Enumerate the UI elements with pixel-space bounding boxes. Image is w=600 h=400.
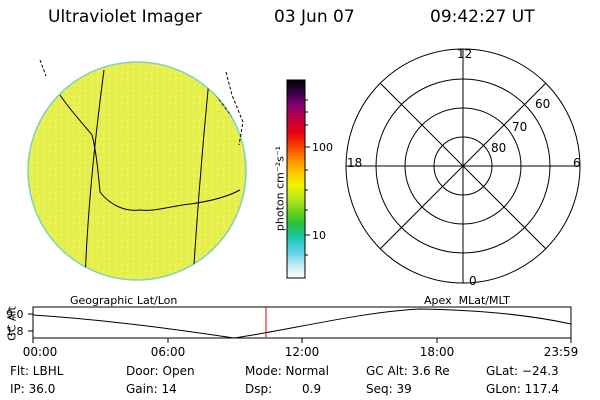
dsp-value: 0.9 — [302, 382, 322, 396]
instrument-title: Ultraviolet Imager — [48, 7, 202, 27]
seq-field: Seq: 39 — [366, 382, 412, 396]
polar-label-18: 18 — [347, 156, 363, 170]
image-panel-label: Geographic Lat/Lon — [70, 294, 178, 307]
coastline — [59, 94, 241, 211]
ip-field: IP: 36.0 — [10, 382, 56, 396]
colorbar-bar — [286, 79, 306, 279]
polar-label-6: 6 — [573, 156, 581, 170]
xtick-label-4: 23:59 — [543, 345, 579, 359]
altitude-curve — [32, 308, 572, 339]
polar-label-0: 0 — [469, 274, 477, 288]
xtick-label-1: 06:00 — [150, 345, 186, 359]
polar-grid — [345, 48, 581, 284]
date-label: 03 Jun 07 — [274, 7, 355, 27]
disk-speckle — [28, 62, 246, 280]
door-field: Door: Open — [126, 364, 195, 378]
polar-label-12: 12 — [457, 47, 473, 61]
earth-disk-image — [27, 59, 247, 281]
polar-diagonal-2 — [379, 82, 547, 250]
outside-contour-right — [225, 71, 244, 146]
gain-field: Gain: 14 — [126, 382, 177, 396]
polar-label-80: 80 — [491, 141, 507, 155]
meridian-line-left — [84, 69, 105, 280]
polar-panel-label: Apex MLat/MLT — [424, 294, 510, 307]
meridian-line-right — [192, 69, 211, 280]
glon-field: GLon: 117.4 — [486, 382, 559, 396]
colorbar-unit-label: photon cm⁻²s⁻¹ — [273, 145, 287, 232]
colorbar — [286, 79, 310, 279]
altitude-plot — [28, 306, 572, 343]
polar-label-70: 70 — [512, 120, 528, 134]
time-label: 09:42:27 UT — [430, 7, 535, 27]
colorbar-label-100: 100 — [312, 141, 333, 154]
xtick-label-0: 00:00 — [22, 345, 58, 359]
altitude-ytick-top: 9.0 — [6, 308, 24, 321]
filter-field: Flt: LBHL — [10, 364, 64, 378]
mode-field: Mode: Normal — [245, 364, 329, 378]
glat-field: GLat: −24.3 — [486, 364, 559, 378]
polar-label-60: 60 — [535, 97, 551, 111]
altitude-ytick-bottom: 1.8 — [6, 325, 24, 338]
disk-edge — [27, 61, 247, 281]
xtick-label-3: 18:00 — [419, 345, 455, 359]
dsp-label: Dsp: — [245, 382, 273, 396]
colorbar-label-10: 10 — [312, 229, 326, 242]
outside-contour-left — [39, 59, 47, 77]
xtick-label-2: 12:00 — [284, 345, 320, 359]
gc-alt-field: GC Alt: 3.6 Re — [366, 364, 450, 378]
